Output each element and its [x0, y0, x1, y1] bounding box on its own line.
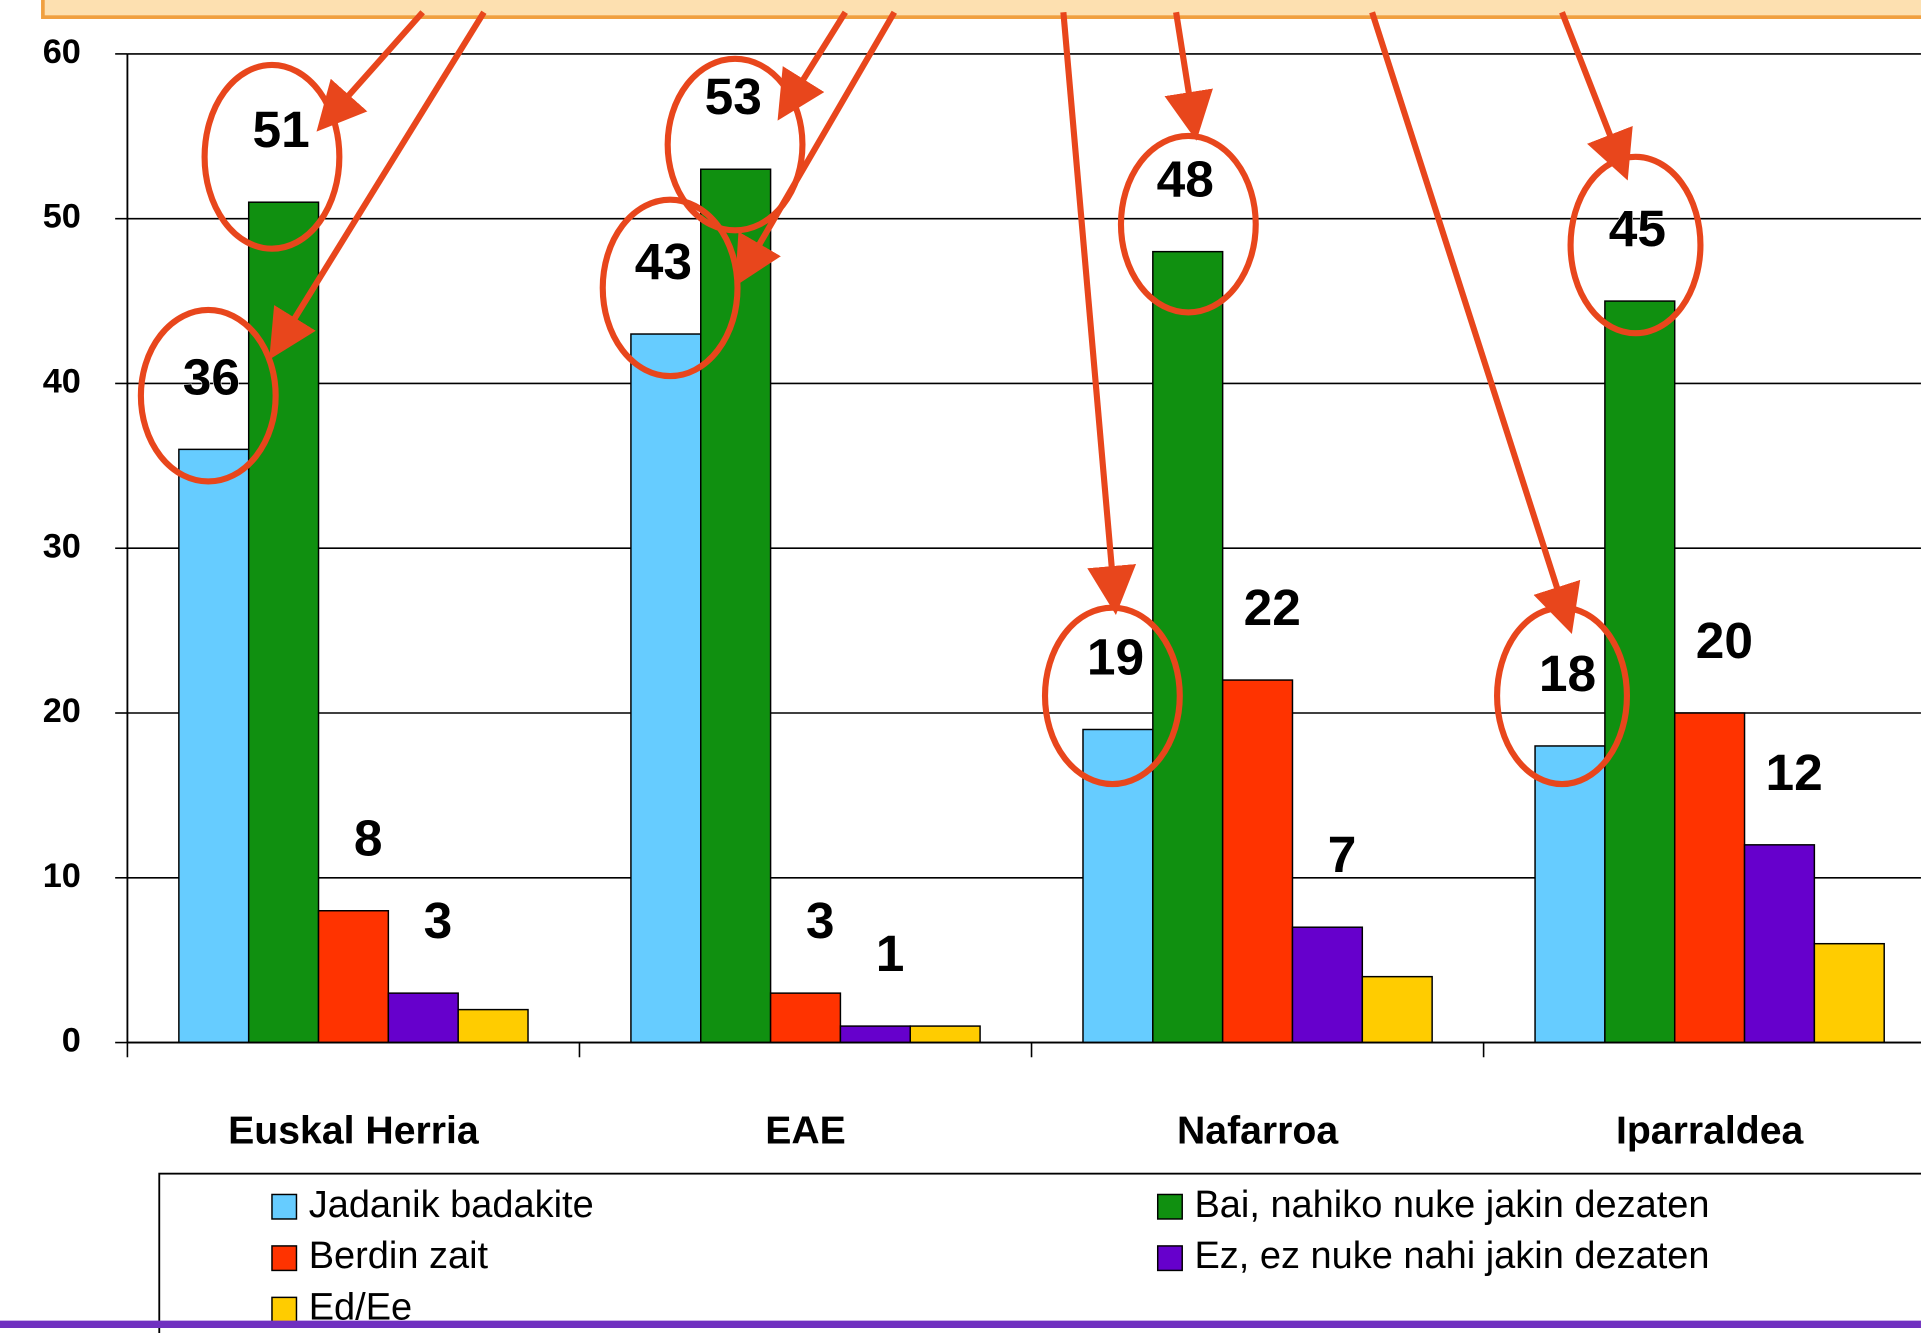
legend-label: Bai, nahiko nuke jakin dezaten [1194, 1184, 1709, 1226]
arrow [269, 10, 487, 360]
arrow [1060, 11, 1137, 615]
value-label: 8 [354, 809, 383, 867]
bar [769, 992, 842, 1044]
bar [630, 333, 702, 1044]
bar [839, 1025, 911, 1044]
bar [1152, 250, 1224, 1044]
bar [457, 1008, 529, 1044]
bar [1291, 926, 1364, 1044]
bar [247, 201, 320, 1044]
value-label: 20 [1696, 611, 1753, 669]
value-label: 3 [806, 891, 835, 949]
legend-label: Berdin zait [309, 1235, 489, 1277]
legend: Jadanik badakite Bai, nahiko nuke jakin d… [271, 1184, 1710, 1329]
value-label: 43 [635, 232, 692, 290]
y-tick-label: 20 [43, 692, 81, 730]
value-label: 51 [253, 100, 310, 158]
arrow [1164, 11, 1213, 141]
bar [1221, 679, 1294, 1044]
value-label: 48 [1157, 150, 1214, 208]
value-label: 19 [1087, 627, 1144, 685]
arrow [1369, 11, 1581, 635]
y-tick-label: 40 [43, 363, 81, 401]
arrow [316, 10, 425, 132]
x-tick-label: Nafarroa [1177, 1110, 1339, 1153]
bar [1673, 712, 1746, 1044]
highlight-circle [599, 196, 741, 380]
x-tick-label: Iparraldea [1616, 1110, 1805, 1153]
highlight-circle [664, 55, 806, 234]
value-label: 22 [1244, 578, 1301, 636]
value-label: 53 [705, 67, 762, 125]
bar [1604, 300, 1676, 1044]
legend-swatch [271, 1193, 298, 1220]
arrow [735, 10, 897, 287]
bar [909, 1025, 981, 1044]
value-label: 7 [1328, 825, 1357, 883]
bar [1361, 975, 1433, 1044]
value-label: 12 [1766, 743, 1823, 801]
x-tick-label: Euskal Herria [228, 1110, 480, 1153]
arrow [777, 10, 848, 121]
legend-label: Ez, ez nuke nahi jakin dezaten [1194, 1235, 1709, 1277]
bar [1743, 844, 1816, 1044]
value-label: 1 [876, 924, 905, 982]
arrow [1559, 11, 1633, 181]
highlight-circle [137, 306, 279, 485]
bar [1534, 745, 1606, 1044]
y-tick-label: 60 [43, 33, 81, 71]
y-tick-label: 50 [43, 198, 81, 236]
y-tick-label: 30 [43, 527, 81, 565]
x-tick-label: EAE [765, 1110, 846, 1153]
legend-swatch [1156, 1193, 1183, 1220]
bar [317, 910, 390, 1044]
annotations [137, 10, 1704, 788]
y-tick-label: 10 [43, 857, 81, 895]
legend-label: Jadanik badakite [309, 1184, 594, 1226]
bar [387, 992, 459, 1044]
legend-swatch [271, 1245, 298, 1272]
highlight-circle [201, 61, 343, 252]
legend-box [158, 1172, 1921, 1333]
value-label: 36 [183, 347, 240, 405]
legend-swatch [271, 1296, 298, 1323]
highlight-circle [1567, 153, 1704, 337]
value-label: 45 [1609, 199, 1666, 257]
bar [1813, 942, 1885, 1044]
value-label: 3 [424, 891, 453, 949]
y-tick-label: 0 [62, 1022, 81, 1060]
bar [178, 448, 250, 1044]
annotation-box [41, 0, 1921, 19]
value-label: 18 [1539, 644, 1596, 702]
legend-swatch [1156, 1245, 1183, 1272]
